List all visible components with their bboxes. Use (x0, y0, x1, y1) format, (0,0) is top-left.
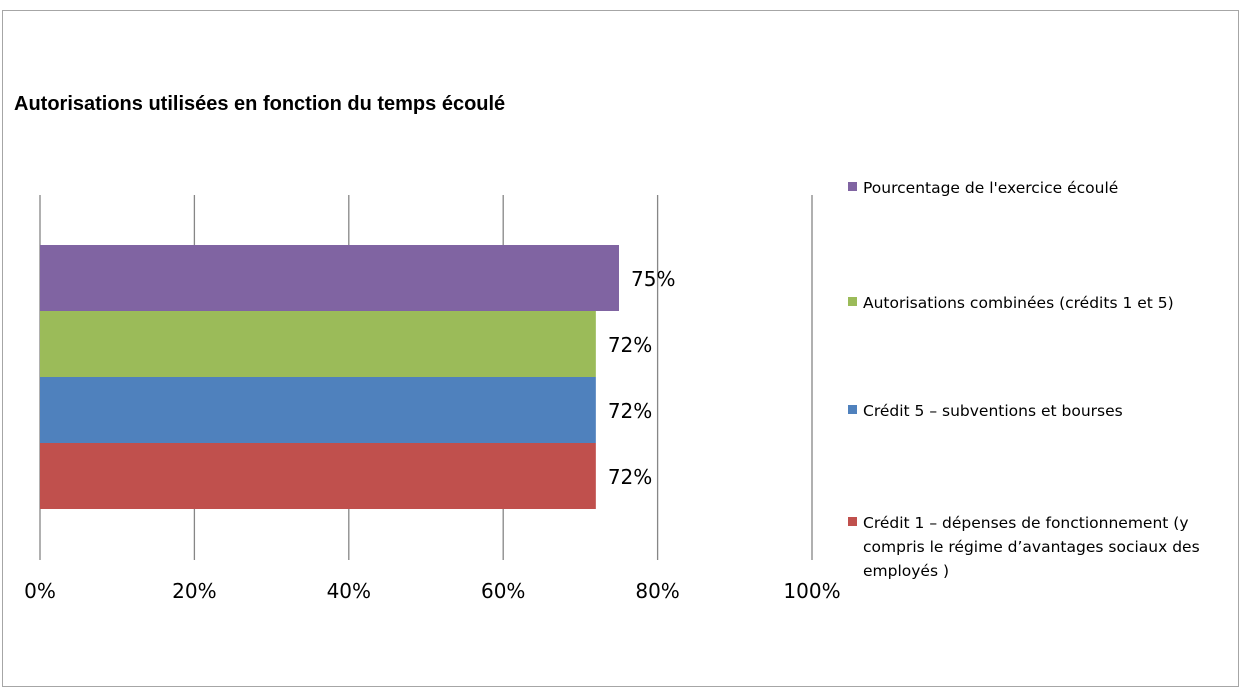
x-tick-label: 80% (635, 579, 679, 603)
legend-label: Pourcentage de l'exercice écoulé (863, 179, 1119, 197)
legend-swatch (848, 405, 857, 414)
bar (40, 377, 596, 443)
legend-swatch (848, 297, 857, 306)
legend-item: Pourcentage de l'exercice écoulé (848, 176, 1241, 200)
legend-item: Crédit 5 – subventions et bourses (848, 399, 1241, 423)
x-tick-label: 40% (327, 579, 371, 603)
legend-swatch (848, 182, 857, 191)
legend-label: Autorisations combinées (crédits 1 et 5) (863, 294, 1174, 312)
data-label: 72% (608, 399, 652, 423)
data-label: 72% (608, 465, 652, 489)
x-tick-labels: 0% 20% 40% 60% 80% 100% (24, 579, 840, 603)
chart-title: Autorisations utilisées en fonction du t… (14, 93, 506, 115)
x-tick-label: 60% (481, 579, 525, 603)
legend-item: Autorisations combinées (crédits 1 et 5) (848, 291, 1241, 315)
x-tick-label: 100% (783, 579, 840, 603)
legend-item: Crédit 1 – dépenses de fonctionnement (y… (848, 511, 1241, 583)
legend-label: Crédit 5 – subventions et bourses (863, 402, 1123, 420)
bar (40, 245, 619, 311)
data-label: 72% (608, 333, 652, 357)
bars (40, 245, 619, 509)
data-labels: 75% 72% 72% 72% (608, 267, 676, 489)
bar (40, 443, 596, 509)
bar (40, 311, 596, 377)
legend-label: Crédit 1 – dépenses de fonctionnement (y… (863, 514, 1200, 580)
legend-swatch (848, 517, 857, 526)
x-tick-label: 0% (24, 579, 56, 603)
x-tick-label: 20% (172, 579, 216, 603)
data-label: 75% (631, 267, 675, 291)
